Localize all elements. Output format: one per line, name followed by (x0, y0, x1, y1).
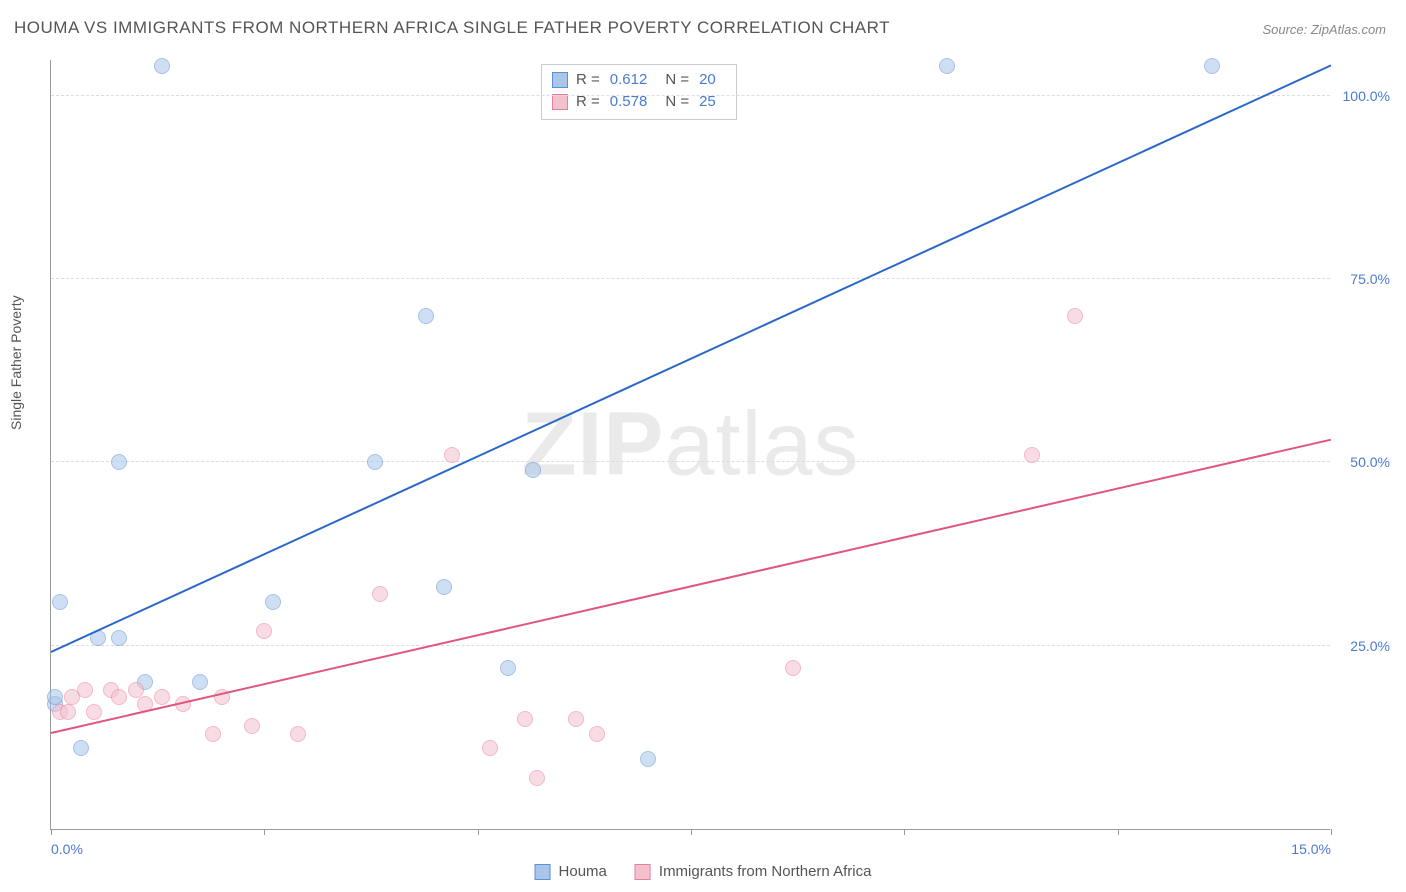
source-attribution: Source: ZipAtlas.com (1262, 22, 1386, 37)
legend-item-houma: Houma (535, 863, 607, 880)
data-point (290, 726, 306, 742)
trend-line (51, 64, 1332, 652)
legend-row-houma: R = 0.612 N = 20 (552, 69, 726, 91)
data-point (525, 462, 541, 478)
x-tick (478, 829, 479, 835)
data-point (265, 594, 281, 610)
trend-line (51, 438, 1331, 733)
data-point (444, 447, 460, 463)
data-point (47, 689, 63, 705)
x-tick-label: 15.0% (1291, 841, 1331, 857)
legend-r-label: R = (576, 69, 600, 91)
x-tick (691, 829, 692, 835)
data-point (256, 623, 272, 639)
data-point (111, 630, 127, 646)
data-point (192, 674, 208, 690)
data-point (418, 308, 434, 324)
legend-n-value: 20 (699, 69, 716, 91)
x-tick (51, 829, 52, 835)
data-point (529, 770, 545, 786)
gridline (51, 645, 1330, 646)
y-axis-label: Single Father Poverty (8, 295, 24, 430)
data-point (52, 594, 68, 610)
x-tick-label: 0.0% (51, 841, 83, 857)
data-point (640, 751, 656, 767)
correlation-legend: R = 0.612 N = 20 R = 0.578 N = 25 (541, 64, 737, 120)
x-tick (264, 829, 265, 835)
data-point (244, 718, 260, 734)
data-point (568, 711, 584, 727)
y-tick-label: 50.0% (1350, 454, 1390, 470)
data-point (1024, 447, 1040, 463)
watermark: ZIPatlas (521, 393, 859, 496)
data-point (73, 740, 89, 756)
data-point (154, 58, 170, 74)
y-tick-label: 25.0% (1350, 638, 1390, 654)
data-point (1067, 308, 1083, 324)
gridline (51, 95, 1330, 96)
series-legend: Houma Immigrants from Northern Africa (535, 863, 872, 880)
data-point (111, 689, 127, 705)
data-point (785, 660, 801, 676)
x-tick (904, 829, 905, 835)
legend-item-immigrants: Immigrants from Northern Africa (635, 863, 872, 880)
data-point (372, 586, 388, 602)
swatch-immigrants (552, 94, 568, 110)
data-point (86, 704, 102, 720)
data-point (154, 689, 170, 705)
legend-label: Immigrants from Northern Africa (659, 863, 872, 880)
legend-n-label: N = (665, 69, 689, 91)
data-point (517, 711, 533, 727)
scatter-plot-area: ZIPatlas R = 0.612 N = 20 R = 0.578 N = … (50, 60, 1330, 830)
swatch-houma (552, 72, 568, 88)
data-point (500, 660, 516, 676)
data-point (128, 682, 144, 698)
data-point (482, 740, 498, 756)
legend-label: Houma (559, 863, 607, 880)
data-point (111, 454, 127, 470)
data-point (1204, 58, 1220, 74)
gridline (51, 461, 1330, 462)
x-tick (1331, 829, 1332, 835)
data-point (589, 726, 605, 742)
swatch-immigrants (635, 864, 651, 880)
y-tick-label: 75.0% (1350, 271, 1390, 287)
data-point (939, 58, 955, 74)
y-tick-label: 100.0% (1343, 88, 1390, 104)
chart-title: HOUMA VS IMMIGRANTS FROM NORTHERN AFRICA… (14, 18, 890, 38)
data-point (436, 579, 452, 595)
data-point (367, 454, 383, 470)
swatch-houma (535, 864, 551, 880)
x-tick (1118, 829, 1119, 835)
data-point (205, 726, 221, 742)
data-point (60, 704, 76, 720)
legend-r-value: 0.612 (610, 69, 648, 91)
gridline (51, 278, 1330, 279)
data-point (77, 682, 93, 698)
